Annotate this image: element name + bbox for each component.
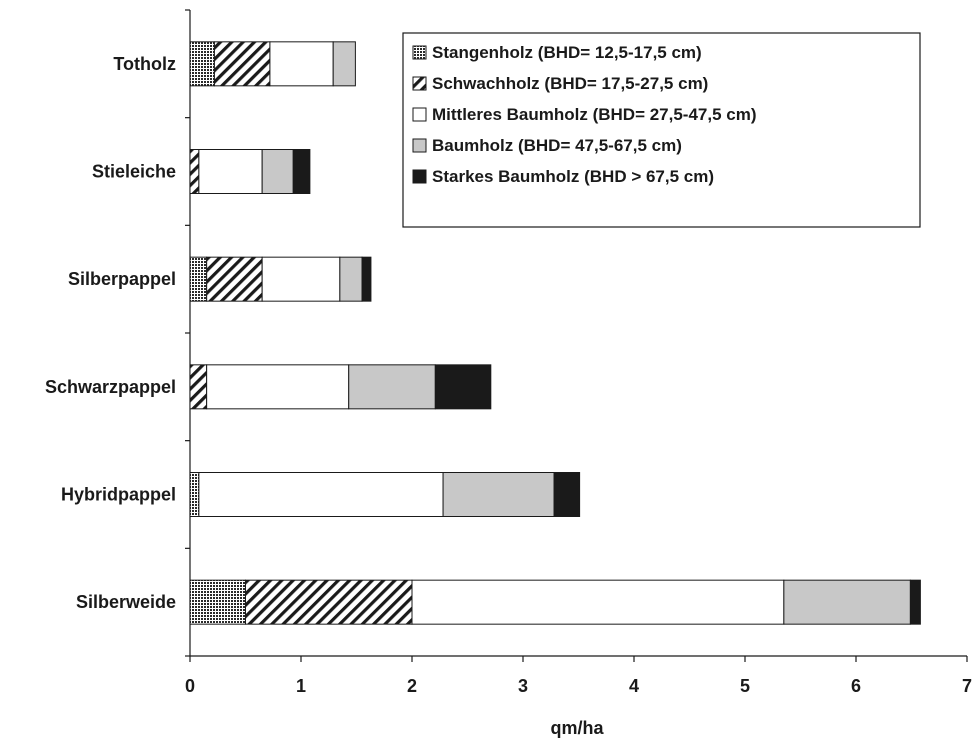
legend-items: Stangenholz (BHD= 12,5-17,5 cm) Schwachho… [412, 43, 757, 186]
bar-segment [245, 579, 413, 625]
bar-segment [332, 41, 356, 87]
bar-group [189, 41, 921, 625]
x-tick-label: 5 [740, 676, 750, 696]
plot-axes [185, 9, 968, 662]
x-tick-label: 4 [629, 676, 639, 696]
bar-segment [261, 149, 294, 194]
x-tick-label: 7 [962, 676, 972, 696]
bar-segment [783, 579, 911, 625]
legend-swatch [412, 138, 427, 153]
x-tick-label: 3 [518, 676, 528, 696]
bar-segment [411, 579, 785, 625]
x-tick-label: 1 [296, 676, 306, 696]
legend-label: Starkes Baumholz (BHD > 67,5 cm) [432, 167, 714, 186]
x-tick-labels: 0 1 2 3 4 5 6 7 [185, 676, 972, 696]
bar-segment [339, 256, 363, 302]
legend-label: Mittleres Baumholz (BHD= 27,5-47,5 cm) [432, 105, 757, 124]
category-label: Silberweide [76, 592, 176, 612]
x-tick-label: 6 [851, 676, 861, 696]
category-label: Stieleiche [92, 162, 176, 182]
category-label: Silberpappel [68, 269, 176, 289]
bar-segment [261, 256, 341, 302]
bar-segment [198, 149, 263, 194]
category-label: Hybridpappel [61, 485, 176, 505]
bar-segment [348, 364, 436, 410]
bar-segment [361, 256, 372, 302]
x-tick-label: 2 [407, 676, 417, 696]
bar-segment [269, 41, 334, 87]
bar-segment [189, 472, 200, 517]
category-label: Schwarzpappel [45, 377, 176, 397]
x-axis-ticks [189, 656, 968, 662]
x-tick-label: 0 [185, 676, 195, 696]
legend: Stangenholz (BHD= 12,5-17,5 cm) Schwachho… [402, 32, 921, 228]
legend-swatch [412, 45, 427, 60]
legend-swatch [412, 169, 427, 184]
bar-segment [206, 256, 263, 302]
category-label: Totholz [113, 54, 176, 74]
y-axis-ticks [185, 9, 190, 657]
bar-segment [189, 256, 208, 302]
legend-swatch [412, 76, 427, 91]
category-labels: Silberweide Hybridpappel Schwarzpappel Silb… [45, 54, 176, 612]
bar-segment [909, 579, 921, 625]
bar-segment [213, 41, 271, 87]
bar-segment [198, 472, 444, 517]
bar-segment [189, 41, 215, 87]
legend-label: Stangenholz (BHD= 12,5-17,5 cm) [432, 43, 702, 62]
legend-label: Baumholz (BHD= 47,5-67,5 cm) [432, 136, 682, 155]
legend-swatch [412, 107, 427, 122]
bar-segment [189, 149, 200, 194]
x-axis-title: qm/ha [550, 718, 604, 738]
bar-segment [292, 149, 311, 194]
bar-segment [189, 579, 246, 625]
bar-segment [442, 472, 555, 517]
bar-segment [553, 472, 581, 517]
bar-segment [434, 364, 492, 410]
bar-segment [206, 364, 350, 410]
legend-label: Schwachholz (BHD= 17,5-27,5 cm) [432, 74, 708, 93]
legend-box [402, 32, 921, 228]
bar-segment [189, 364, 208, 410]
